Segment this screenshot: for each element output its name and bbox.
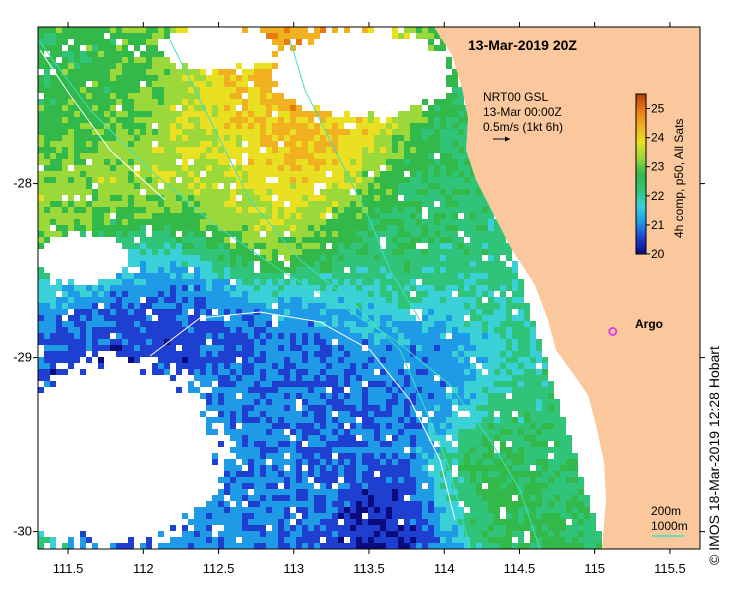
longitude-axis: 111.5 112 112.5 113 113.5 114 114.5 115 115.5 [53,22,686,576]
latitude-axis: -28 -29 -30 [13,176,705,539]
colorbar-tick-label: 24 [651,131,665,145]
x-tick-label: 115 [584,561,605,576]
x-tick-label: 113 [283,561,304,576]
y-tick-label: -29 [13,350,32,365]
colorbar-ticks: 25 24 23 22 21 20 [646,102,665,261]
current-info-block: NRT00 GSL 13-Mar 00:00Z 0.5m/s (1kt 6h) [483,90,563,142]
isobath-200m-line [169,39,471,549]
argo-marker-icon [608,327,618,336]
colorbar-gradient [635,93,647,255]
x-tick-label: 112.5 [203,561,235,576]
isobath-1000m-line [39,41,541,549]
isobath-legend-1000m: 1000m [651,519,688,533]
copyright-credit: © IMOS 18-Mar-2019 12:28 Hobart [706,346,722,565]
colorbar-label: 4h comp, p50, All Sats [672,119,686,238]
colorbar-tick-label: 23 [651,160,665,174]
isobath-contour-line [149,311,456,521]
current-time-label: 13-Mar 00:00Z [483,105,562,119]
y-tick-label: -28 [13,176,32,191]
x-tick-label: 112 [133,561,154,576]
current-source-label: NRT00 GSL [483,90,548,104]
colorbar-tick-label: 20 [651,247,665,261]
isobath-contour-line-coastal [289,39,421,321]
date-title: 13-Mar-2019 20Z [468,37,577,53]
colorbar-tick-label: 25 [651,102,665,116]
x-tick-label: 111.5 [53,561,84,576]
x-tick-label: 113.5 [353,561,385,576]
x-tick-label: 115.5 [654,561,686,576]
isobath-legend: 200m 1000m [651,504,688,537]
y-tick-label: -30 [13,524,32,539]
argo-label: Argo [635,317,663,331]
temperature-field [38,27,602,549]
land-mass [434,27,700,549]
colorbar-tick-label: 22 [651,189,665,203]
current-scale-arrow-icon [493,136,510,142]
isobath-legend-200m: 200m [651,504,681,518]
x-tick-label: 114.5 [504,561,536,576]
current-scale-label: 0.5m/s (1kt 6h) [483,120,563,134]
colorbar-tick-label: 21 [651,218,665,232]
x-tick-label: 114 [434,561,455,576]
plot-area [38,27,700,549]
argo-float-marker: Argo [608,317,663,336]
isobath-contour-line-north [39,49,166,201]
colorbar: 25 24 23 22 21 20 4h comp, p50, All Sats [635,93,686,261]
